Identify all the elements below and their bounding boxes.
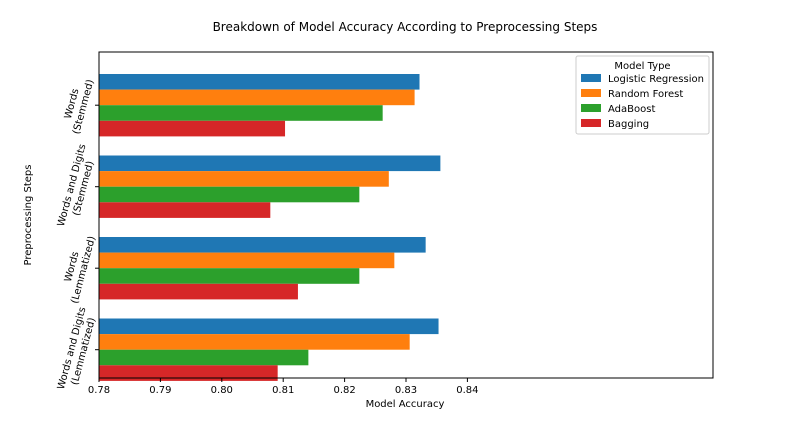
y-tick-label: Words and Digits(Lemmatized) xyxy=(56,306,100,394)
bar xyxy=(99,74,420,90)
x-tick-label: 0.80 xyxy=(211,385,233,396)
bar xyxy=(99,334,410,350)
legend: Model Type Logistic Regression Random For… xyxy=(575,55,710,135)
bar xyxy=(99,252,395,269)
x-axis-label: Model Accuracy xyxy=(366,399,445,410)
bar xyxy=(99,202,271,218)
bar xyxy=(99,318,439,335)
x-tick-label: 0.78 xyxy=(88,385,110,396)
bar xyxy=(99,105,383,121)
x-tick-label: 0.82 xyxy=(333,385,355,396)
bar xyxy=(99,283,298,300)
bars-group xyxy=(99,74,441,381)
bar xyxy=(99,349,309,366)
chart-title: Breakdown of Model Accuracy According to… xyxy=(213,20,598,34)
y-axis: Words(Stemmed)Words and Digits(Stemmed)W… xyxy=(56,75,100,394)
bar xyxy=(99,186,360,203)
x-tick-label: 0.83 xyxy=(395,385,417,396)
y-axis-label: Preprocessing Steps xyxy=(23,165,34,266)
bar xyxy=(99,171,389,187)
bar xyxy=(99,237,426,253)
y-tick-label: Words and Digits(Stemmed) xyxy=(56,143,100,231)
legend-label: Logistic Regression xyxy=(608,74,704,85)
legend-title: Model Type xyxy=(614,61,670,72)
legend-swatch xyxy=(581,89,601,97)
bar xyxy=(99,155,441,172)
legend-swatch xyxy=(581,74,601,82)
y-tick-label: Words(Stemmed) xyxy=(60,75,97,135)
x-axis: 0.78 0.79 0.80 0.81 0.82 0.83 0.84 xyxy=(88,378,479,396)
bar xyxy=(99,268,360,284)
x-tick-label: 0.81 xyxy=(272,385,294,396)
y-tick-label: Words(Lemmatized) xyxy=(58,232,98,305)
x-tick-label: 0.84 xyxy=(456,385,478,396)
legend-label: Random Forest xyxy=(608,89,683,100)
legend-frame xyxy=(575,55,710,135)
bar xyxy=(99,89,415,106)
legend-swatch xyxy=(581,119,601,127)
bar xyxy=(99,120,286,137)
legend-swatch xyxy=(581,104,601,112)
bar xyxy=(99,365,278,381)
legend-items: Logistic Regression Random Forest AdaBoost… xyxy=(581,74,704,130)
legend-label: Bagging xyxy=(608,119,649,130)
legend-label: AdaBoost xyxy=(608,104,655,115)
x-tick-label: 0.79 xyxy=(149,385,171,396)
